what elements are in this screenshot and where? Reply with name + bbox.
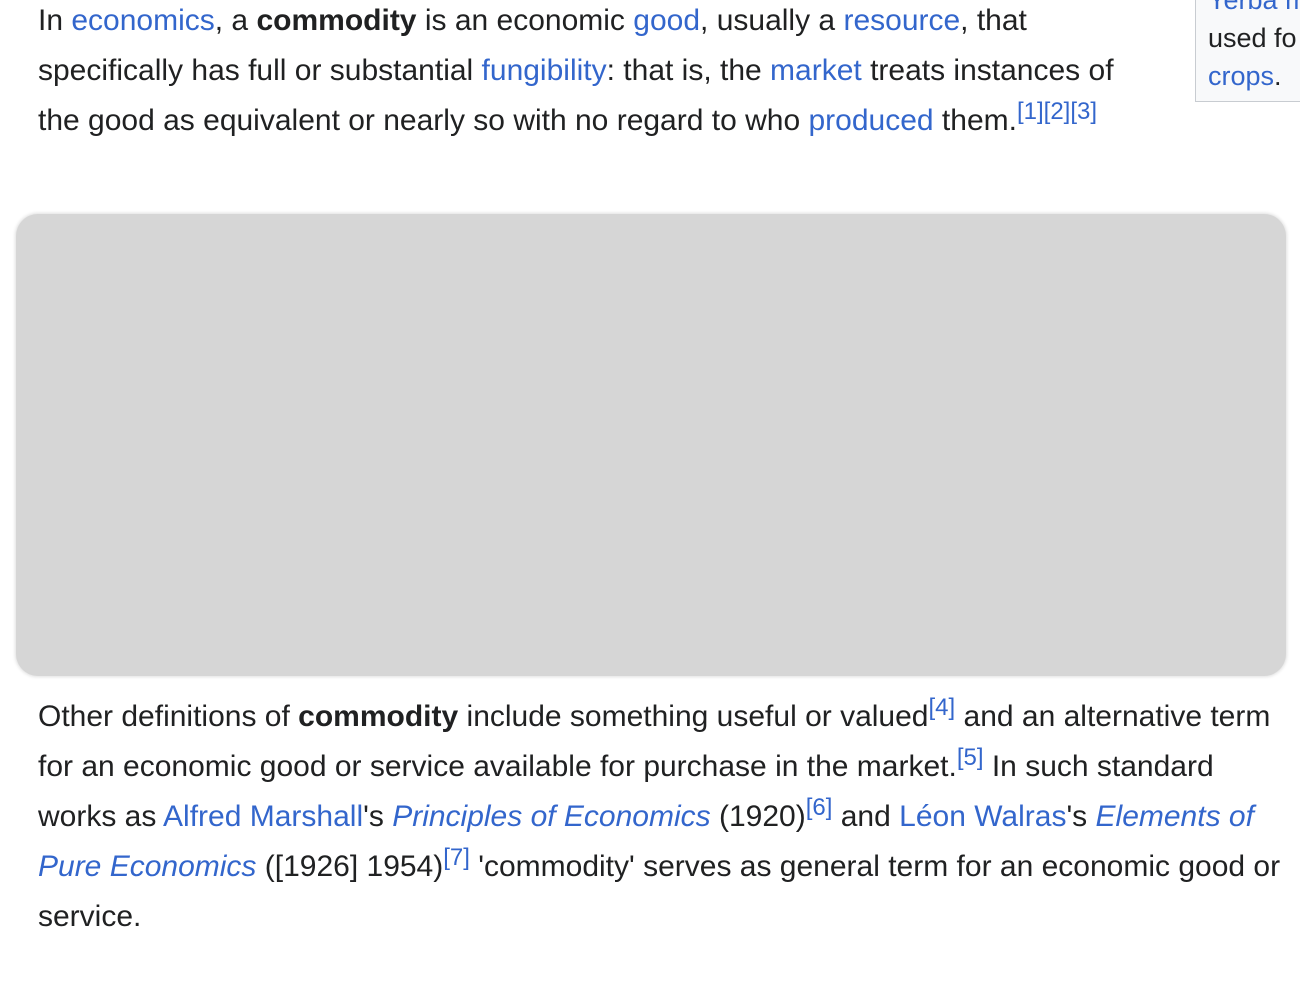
citation-4[interactable]: [4] bbox=[928, 694, 956, 721]
text: : that is, the bbox=[606, 54, 771, 87]
link-market[interactable]: market bbox=[770, 54, 862, 87]
text: include something useful or valued bbox=[458, 700, 929, 733]
text: , that specifically has full or substant… bbox=[38, 4, 1027, 87]
text: (1920) bbox=[710, 800, 806, 833]
book-title: Elements of Pure Economics bbox=[38, 800, 1254, 883]
infobox-period: . bbox=[1274, 61, 1282, 91]
citation-7[interactable]: [7] bbox=[443, 844, 470, 871]
infobox-link-crops[interactable]: crops bbox=[1208, 61, 1275, 91]
text: 'commodity' serves as general term for a… bbox=[38, 850, 1281, 933]
text: and bbox=[832, 800, 900, 833]
term-commodity: commodity bbox=[298, 700, 459, 733]
infobox-caption-text: used fo bbox=[1208, 23, 1297, 53]
text: Other definitions of bbox=[38, 700, 299, 733]
link-resource[interactable]: resource bbox=[843, 4, 961, 37]
link-leon-walras[interactable]: Léon Walras bbox=[899, 800, 1067, 833]
image-placeholder bbox=[16, 214, 1286, 676]
text: and an alternative term for an economic … bbox=[38, 700, 1271, 783]
text: In such standard works as bbox=[38, 750, 1214, 833]
definitions-paragraph: Other definitions of commodity include s… bbox=[38, 692, 1293, 942]
term-commodity: commodity bbox=[256, 4, 417, 37]
link-fungibility[interactable]: fungibility bbox=[481, 54, 607, 87]
citation-5[interactable]: [5] bbox=[956, 744, 984, 771]
text: , usually a bbox=[700, 4, 844, 37]
text: treats instances of the good as equivale… bbox=[38, 54, 1114, 137]
infobox-caption-line: crops. bbox=[1208, 57, 1300, 95]
text: , a bbox=[214, 4, 257, 37]
citation-6[interactable]: [6] bbox=[805, 794, 833, 821]
link-alfred-marshall[interactable]: Alfred Marshall bbox=[163, 800, 364, 833]
link-good[interactable]: good bbox=[633, 4, 701, 37]
citation-2[interactable]: [2] bbox=[1043, 98, 1071, 125]
link-elements-of-pure-economics[interactable]: Elements of Pure Economics bbox=[38, 800, 1254, 883]
intro-paragraph: In economics, a commodity is an economic… bbox=[38, 0, 1158, 146]
text: In bbox=[38, 4, 72, 37]
text: is an economic bbox=[416, 4, 634, 37]
text: 's bbox=[363, 800, 393, 833]
link-principles-of-economics[interactable]: Principles of Economics bbox=[392, 800, 710, 833]
book-title: Principles of Economics bbox=[392, 800, 711, 833]
text: ([1926] 1954) bbox=[256, 850, 444, 883]
link-economics[interactable]: economics bbox=[71, 4, 215, 37]
text: 's bbox=[1066, 800, 1096, 833]
infobox-link-yerba-mate[interactable]: Yerba m bbox=[1208, 0, 1300, 15]
text: them. bbox=[933, 104, 1017, 137]
citation-3[interactable]: [3] bbox=[1070, 98, 1098, 125]
link-produced[interactable]: produced bbox=[808, 104, 934, 137]
infobox: Yerba m used fo crops. bbox=[1195, 0, 1300, 102]
citation-1[interactable]: [1] bbox=[1016, 98, 1044, 125]
